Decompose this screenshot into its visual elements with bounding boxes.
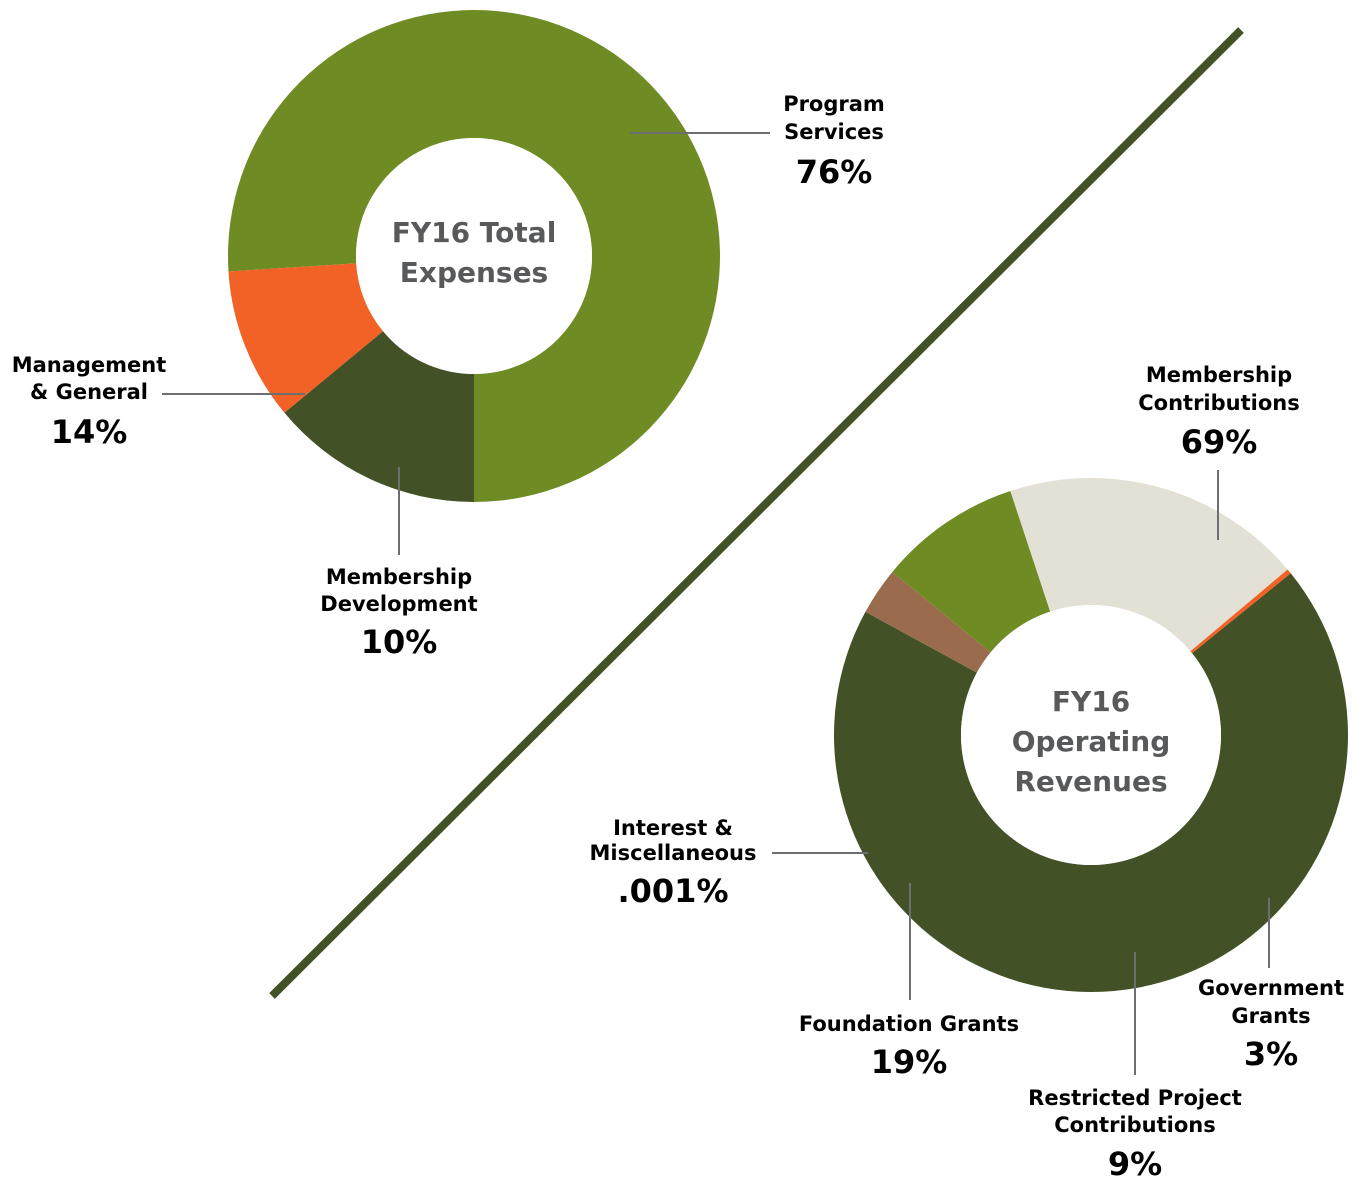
slice-percent-label: .001% [617,872,728,910]
slice-name-label: Contributions [1138,391,1299,415]
slice-name-label: Program [783,92,885,116]
slice-percent-label: 19% [871,1043,948,1081]
slice-name-label: Membership [1146,363,1292,387]
slice-restricted-project-contributions [892,490,1051,653]
slice-membership-development [228,263,384,413]
slice-name-label: & General [30,380,148,404]
slice-name-label: Government [1198,976,1344,1000]
slice-percent-label: 3% [1244,1035,1298,1073]
revenues-donut-chart: FY16 Operating Revenues Membership Contribut… [590,363,1348,1178]
slice-percent-label: 10% [361,623,438,661]
slice-name-label: Miscellaneous [590,841,757,865]
diagonal-divider [269,27,1244,999]
slice-name-label: Restricted Project [1028,1086,1242,1110]
slice-name-label: Grants [1231,1004,1310,1028]
donut-hole [961,605,1221,865]
slice-government-grants [865,571,991,673]
slice-name-label: Services [784,120,884,144]
slice-percent-label: 69% [1181,423,1258,461]
slice-management-general [284,331,474,502]
chart-title-line: FY16 [1052,685,1130,718]
chart-title-line: FY16 Total [392,216,557,249]
slice-percent-label: 76% [796,153,873,191]
donut-hole [356,138,592,374]
slice-membership-contributions [833,573,1348,993]
slice-percent-label: 9% [1108,1145,1162,1178]
slice-name-label: Membership [326,565,472,589]
chart-title-line: Expenses [400,256,548,289]
slice-percent-label: 14% [51,413,128,451]
chart-title-line: Revenues [1014,765,1167,798]
slice-interest-miscellaneous [1190,569,1291,654]
slice-name-label: Development [320,592,477,616]
slice-program-services [228,9,720,502]
slice-name-label: Foundation Grants [799,1012,1019,1036]
slice-name-label: Management [12,353,167,377]
chart-title-line: Operating [1012,725,1171,758]
expenses-donut-chart: FY16 Total Expenses Program Services 76% Memb… [12,9,885,661]
slice-name-label: Interest & [613,816,733,840]
slice-name-label: Contributions [1054,1113,1215,1137]
